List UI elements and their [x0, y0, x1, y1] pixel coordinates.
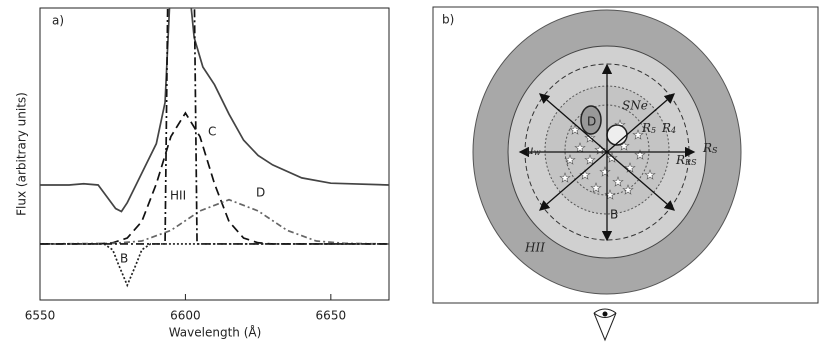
hii-label: HII: [524, 241, 545, 255]
arrows: [518, 63, 696, 242]
series-line: [40, 243, 389, 288]
series-line: [40, 111, 389, 245]
y-axis-label: Flux (arbitrary units): [15, 92, 29, 216]
spectrum-chart: a) Wavelength (Å) Flux (arbitrary units)…: [15, 7, 390, 340]
uw-label: uw: [526, 143, 541, 158]
panel-label: a): [52, 14, 64, 28]
plot-lines: [40, 8, 389, 288]
sne-bubble: [606, 124, 628, 146]
schematic-diagram: b) SNe D R5 R4 RS: [432, 6, 819, 342]
b-label: B: [610, 208, 618, 222]
rs-label: RS: [702, 141, 718, 156]
x-tick-label: 6600: [170, 309, 201, 323]
r5-label: R5: [641, 121, 656, 136]
x-axis-label: Wavelength (Å): [169, 325, 262, 340]
series-label: C: [208, 125, 216, 139]
r4-label: R4: [661, 121, 676, 136]
x-tick-label: 6650: [316, 309, 347, 323]
rrs-label: RRS: [675, 153, 697, 168]
rrs-sub: RS: [684, 158, 697, 167]
sne-label: SNe: [622, 99, 648, 113]
r5-main: R: [641, 121, 651, 135]
r4-main: R: [661, 121, 671, 135]
plot-frame: [39, 7, 390, 301]
series-line: [40, 8, 389, 245]
uw-main: u: [526, 143, 534, 157]
series-label: D: [256, 186, 265, 200]
series-label: HII: [170, 189, 186, 203]
d-label: D: [587, 115, 596, 129]
rrs-main: R: [675, 153, 685, 167]
uw-sub: w: [534, 148, 541, 157]
rs-main: R: [702, 141, 712, 155]
series-label: B: [120, 252, 128, 266]
observer-eye: [593, 308, 617, 342]
series-line: [40, 198, 389, 245]
x-tick-label: 6550: [25, 309, 56, 323]
r4-sub: 4: [670, 126, 676, 135]
d-cloud: [580, 105, 602, 135]
rs-sub: S: [712, 146, 718, 155]
r5-sub: 5: [651, 126, 656, 135]
panel-label: b): [442, 13, 454, 27]
series-line: [40, 8, 389, 213]
